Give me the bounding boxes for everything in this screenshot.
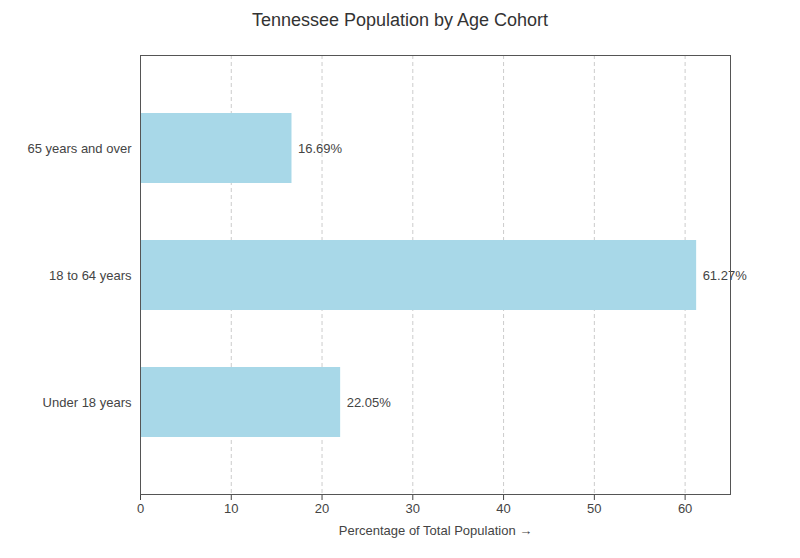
svg-text:65 years and over: 65 years and over [27, 141, 132, 156]
svg-text:61.27%: 61.27% [703, 268, 748, 283]
svg-text:40: 40 [496, 501, 510, 516]
svg-text:22.05%: 22.05% [347, 395, 392, 410]
svg-text:20: 20 [315, 501, 329, 516]
svg-text:60: 60 [678, 501, 692, 516]
svg-text:16.69%: 16.69% [298, 141, 343, 156]
svg-text:10: 10 [224, 501, 238, 516]
svg-text:Under 18 years: Under 18 years [43, 395, 132, 410]
svg-text:Percentage of Total Population: Percentage of Total Population → [339, 523, 532, 538]
svg-text:18 to 64 years: 18 to 64 years [49, 268, 132, 283]
html-text:Tennessee Population by Age Co: Tennessee Population by Age Cohort [251, 10, 549, 30]
svg-text:0: 0 [137, 501, 144, 516]
svg-text:50: 50 [587, 501, 601, 516]
svg-text:30: 30 [406, 501, 420, 516]
